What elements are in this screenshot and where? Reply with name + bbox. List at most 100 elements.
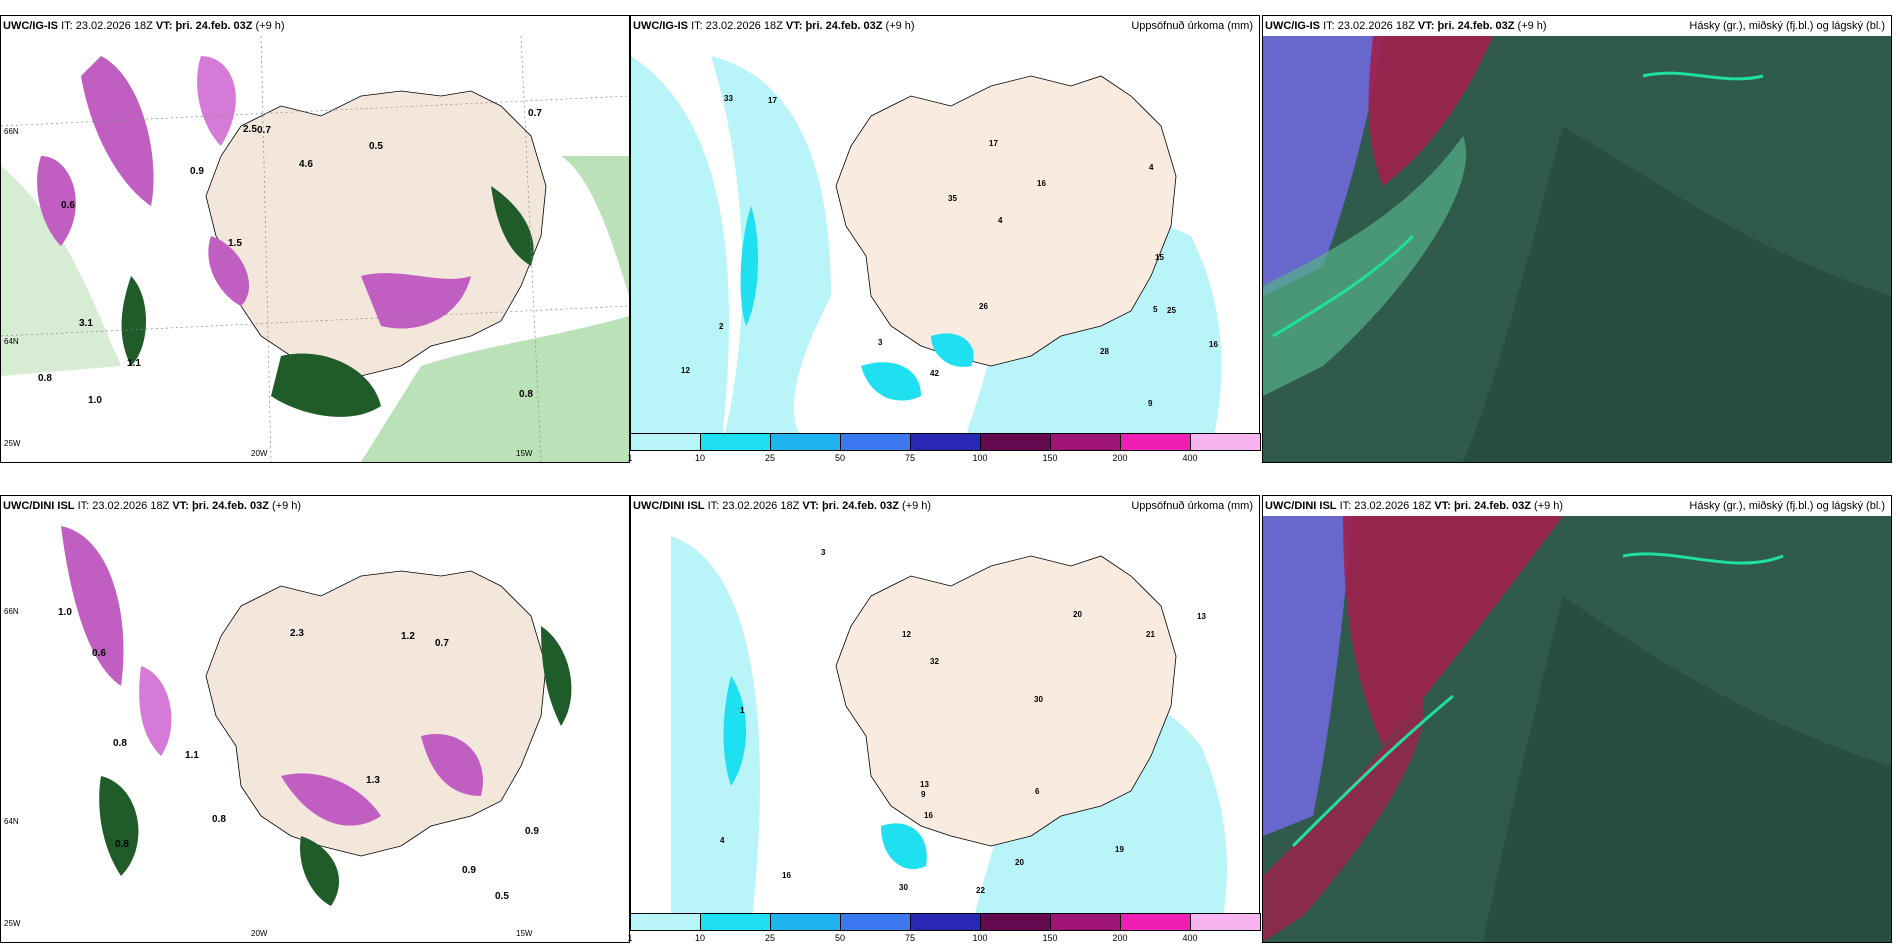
colorbar-tick: 25: [764, 933, 776, 943]
lon-label: 20W: [251, 449, 268, 458]
colorbar-swatch: [770, 433, 841, 451]
colorbar-swatch: [980, 913, 1051, 931]
map-value-label: 15: [1155, 253, 1164, 262]
colorbar-swatch: [1190, 433, 1261, 451]
cloud-map: [1263, 516, 1891, 942]
map-value-label: 30: [1034, 695, 1043, 704]
colorbar-tick: 200: [1112, 933, 1128, 943]
colorbar-swatch: [910, 913, 981, 931]
map-value-label: 0.8: [38, 373, 52, 384]
map-value-label: 4: [998, 216, 1003, 225]
map-value-label: 26: [979, 302, 988, 311]
colorbar-swatch: [1120, 913, 1191, 931]
map-value-label: 0.7: [528, 108, 542, 119]
lon-label: 25W: [4, 439, 21, 448]
colorbar-tick: 150: [1042, 453, 1058, 463]
map-value-label: 17: [989, 139, 998, 148]
cloud-panel-top: UWC/IG-IS IT: 23.02.2026 18Z VT: þri. 24…: [1262, 15, 1892, 463]
map-value-label: 0.6: [92, 648, 106, 659]
precip-colorbar: 1 10 25 50 75 100 150 200 400: [627, 433, 1261, 463]
map-value-label: 0.8: [212, 814, 226, 825]
map-value-label: 22: [976, 886, 985, 895]
map-value-label: 0.7: [435, 638, 449, 649]
colorbar-swatch: [630, 913, 701, 931]
lat-label: 66N: [4, 127, 19, 136]
map-value-label: 42: [930, 369, 939, 378]
map-value-label: 1.5: [228, 238, 242, 249]
colorbar-swatch: [700, 433, 771, 451]
colorbar-tick: 50: [834, 453, 846, 463]
map-value-label: 12: [681, 366, 690, 375]
map-value-label: 17: [768, 96, 777, 105]
model-name: UWC/IG-IS: [3, 20, 58, 32]
map-value-label: 0.9: [462, 865, 476, 876]
map-value-label: 0.8: [519, 389, 533, 400]
map-value-label: 28: [1100, 347, 1109, 356]
snow-panel-top: UWC/IG-IS IT: 23.02.2026 18Z VT: þri. 24…: [0, 15, 630, 463]
colorbar-tick: 75: [904, 453, 916, 463]
map-value-label: 32: [930, 657, 939, 666]
map-value-label: 19: [1115, 845, 1124, 854]
map-value-label: 30: [899, 883, 908, 892]
map-value-label: 1.1: [185, 750, 199, 761]
map-value-label: 12: [902, 630, 911, 639]
precip-panel-bottom: UWC/DINI ISL IT: 23.02.2026 18Z VT: þri.…: [630, 495, 1260, 930]
map-value-label: 4: [1149, 163, 1154, 172]
colorbar-tick: 10: [694, 933, 706, 943]
map-value-label: 13: [1197, 612, 1206, 621]
svg-text:64N: 64N: [4, 817, 19, 826]
colorbar-swatch: [840, 433, 911, 451]
panel-title: UWC/IG-IS IT: 23.02.2026 18Z VT: þri. 24…: [1, 16, 629, 36]
coast-outline: [835, 555, 1177, 847]
svg-text:15W: 15W: [516, 929, 533, 938]
map-value-label: 25: [1167, 306, 1176, 315]
map-value-label: 21: [1146, 630, 1155, 639]
precip-panel-top: UWC/IG-IS IT: 23.02.2026 18Z VT: þri. 24…: [630, 15, 1260, 450]
colorbar-tick: 100: [972, 453, 988, 463]
map-value-label: 1.2: [401, 631, 415, 642]
colorbar-swatch: [1050, 433, 1121, 451]
map-value-label: 0.5: [369, 141, 383, 152]
map-value-label: 3.1: [79, 318, 93, 329]
colorbar-tick: 100: [972, 933, 988, 943]
colorbar-swatch: [1050, 913, 1121, 931]
cloud-title: Hásky (gr.), miðský (fj.bl.) og lágský (…: [1689, 20, 1885, 32]
map-value-label: 0.8: [113, 738, 127, 749]
lat-label: 64N: [4, 337, 19, 346]
colorbar-tick: 1: [627, 933, 633, 943]
panel-title: UWC/DINI ISL IT: 23.02.2026 18Z VT: þri.…: [1, 496, 629, 516]
panel-title: UWC/IG-IS IT: 23.02.2026 18Z VT: þri. 24…: [631, 16, 1259, 36]
cloud-panel-bottom: UWC/DINI ISL IT: 23.02.2026 18Z VT: þri.…: [1262, 495, 1892, 943]
map-value-label: 2.5: [243, 124, 257, 135]
precip-colorbar: 1 10 25 50 75 100 150 200 400: [627, 913, 1261, 943]
lon-label: 15W: [516, 449, 533, 458]
map-value-label: 2.3: [290, 628, 304, 639]
colorbar-swatch: [700, 913, 771, 931]
map-value-label: 4: [720, 836, 725, 845]
map-value-label: 1: [740, 706, 745, 715]
colorbar-tick: 1: [627, 453, 633, 463]
precip-title: Uppsöfnuð úrkoma (mm): [1131, 20, 1253, 32]
map-value-label: 1.1: [127, 358, 141, 369]
map-value-label: 33: [724, 94, 733, 103]
panel-title: UWC/IG-IS IT: 23.02.2026 18Z VT: þri. 24…: [1263, 16, 1891, 36]
map-value-label: 13: [920, 780, 929, 789]
map-value-label: 16: [1209, 340, 1218, 349]
colorbar-tick: 400: [1182, 933, 1198, 943]
map-value-label: 0.5: [495, 891, 509, 902]
svg-text:66N: 66N: [4, 607, 19, 616]
colorbar-tick: 25: [764, 453, 776, 463]
colorbar-tick: 75: [904, 933, 916, 943]
colorbar-swatch: [1120, 433, 1191, 451]
map-value-label: 1.0: [88, 395, 102, 406]
colorbar-swatch: [1190, 913, 1261, 931]
map-value-label: 35: [948, 194, 957, 203]
svg-text:20W: 20W: [251, 929, 268, 938]
snow-map: 66N 64N 25W 20W 15W 0.5 0.8 1.3 1.0 0.9 0.6 0.…: [1, 516, 629, 942]
colorbar-tick: 200: [1112, 453, 1128, 463]
colorbar-swatch: [910, 433, 981, 451]
map-value-label: 16: [1037, 179, 1046, 188]
coast-outline: [835, 75, 1177, 367]
